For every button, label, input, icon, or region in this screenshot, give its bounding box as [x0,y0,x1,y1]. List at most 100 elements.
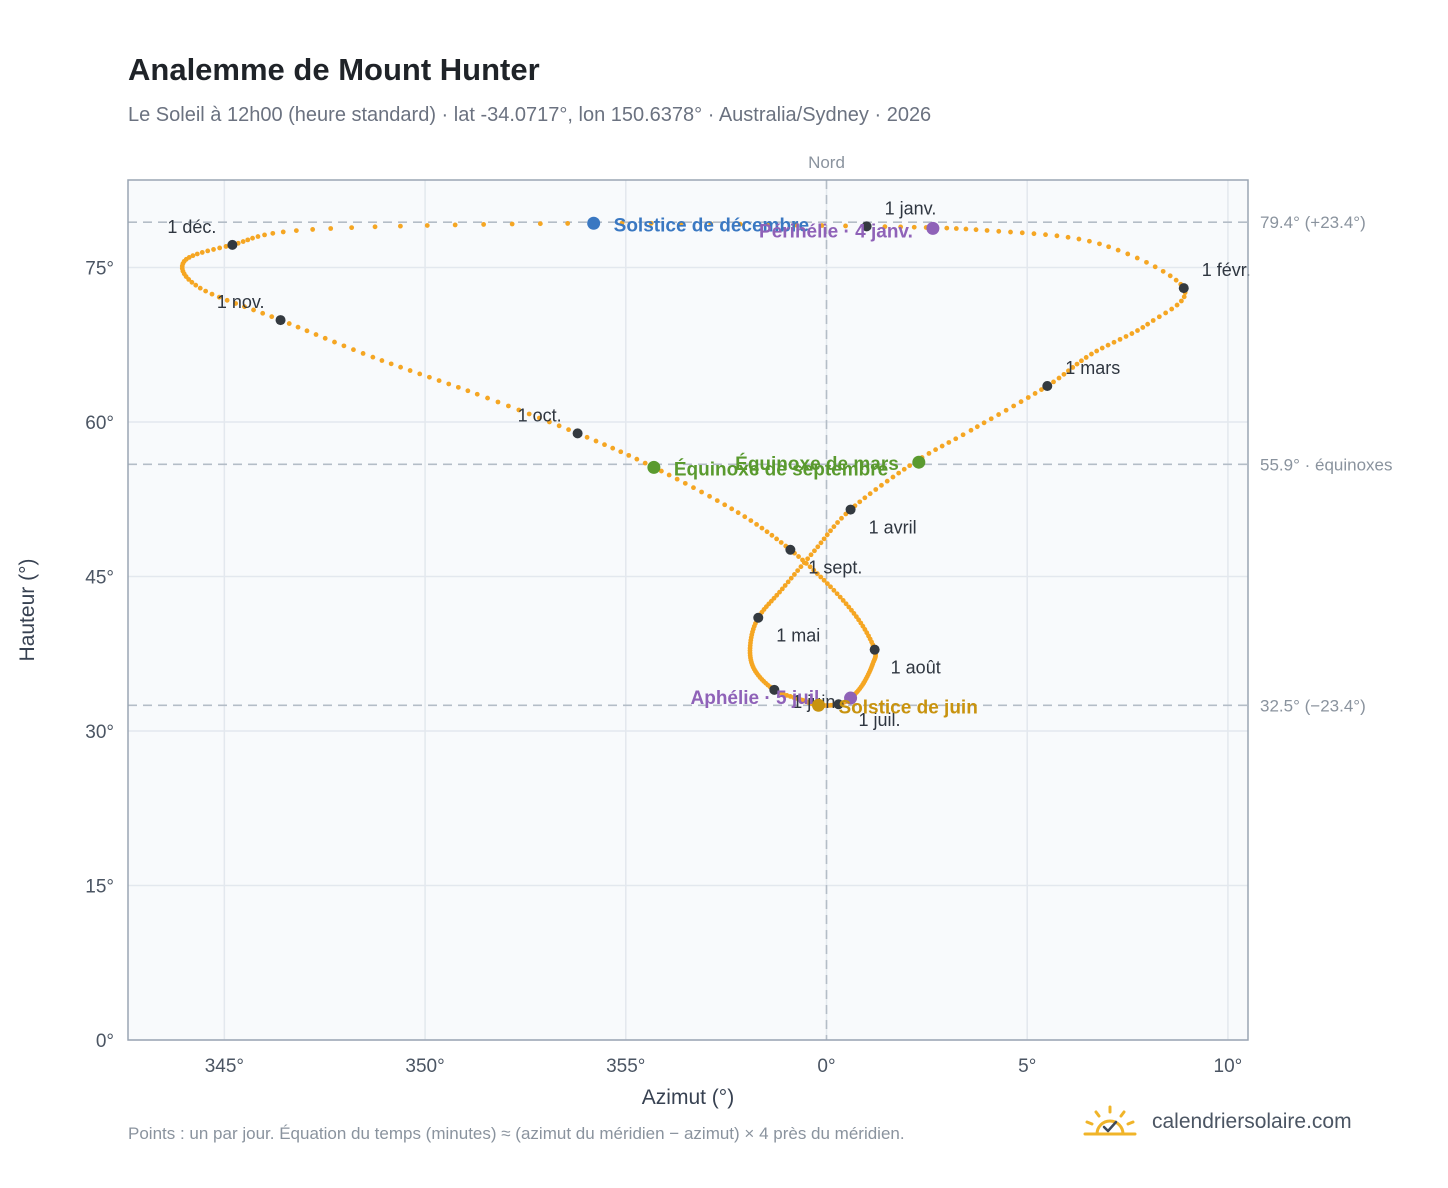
day-point [867,491,873,497]
day-point [1099,345,1105,351]
month-marker-label: 1 août [891,658,941,678]
day-point [818,574,824,580]
event-marker [912,455,926,469]
day-point [1003,407,1009,413]
day-point [722,502,728,508]
day-point [729,506,735,512]
footnote: Points : un par jour. Équation du temps … [128,1124,905,1143]
day-point [1032,391,1038,396]
day-point [831,587,837,593]
day-point [812,548,817,554]
day-point [260,310,266,316]
day-point [203,288,209,294]
day-point [593,438,599,444]
day-point [1140,325,1146,330]
day-point [465,388,471,394]
event-label: Solstice de décembre [614,215,809,236]
day-point [509,221,515,227]
day-point [834,591,840,597]
month-marker [869,644,880,655]
meridian-line: Nord [808,153,845,1040]
day-point [796,554,801,559]
day-point [566,427,571,433]
x-tick-label: 5° [1018,1056,1036,1077]
brand-name: calendriersolaire.com [1152,1110,1352,1133]
day-point [341,343,347,349]
day-point [205,248,211,254]
day-point [398,223,403,229]
day-point [197,285,203,291]
day-point [537,221,543,227]
day-point [584,434,590,440]
day-point [426,374,432,380]
month-marker [227,239,238,250]
day-point [1056,375,1062,381]
event-label: Aphélie · 5 juil. [691,688,825,709]
day-point [1089,351,1094,357]
month-marker-label: 1 déc. [167,217,216,237]
day-point [1018,399,1024,405]
day-point [815,544,821,550]
day-point [933,447,938,453]
month-marker [1042,380,1053,391]
day-point [1008,229,1013,235]
day-point [424,223,430,228]
day-point [742,514,748,520]
day-point [748,518,754,524]
x-axis-label: Azimut (°) [642,1086,734,1109]
day-point [452,222,458,228]
day-point [250,235,255,241]
day-point [255,234,261,239]
day-point [1181,294,1187,300]
meridian-label: Nord [808,153,845,172]
month-marker-label: 1 oct. [518,405,562,425]
day-point [1160,268,1166,274]
day-point [240,239,246,244]
month-marker-label: 1 mars [1065,358,1120,378]
day-point [634,456,640,462]
day-point [808,552,814,558]
day-point [777,589,782,595]
month-marker [1178,283,1189,294]
day-point [974,424,980,430]
day-point [223,244,229,249]
day-point [1129,331,1135,336]
day-point [1074,361,1080,367]
day-point [648,220,654,226]
y-axis-label: Hauteur (°) [16,559,39,662]
day-point [262,232,267,238]
day-point [286,321,292,326]
day-point [1106,244,1112,250]
month-marker-label: 1 juil. [859,710,901,730]
day-point [251,307,256,313]
event-marker [926,221,940,235]
day-point [873,487,879,492]
day-point [884,478,890,484]
day-point [280,229,286,235]
day-point [939,443,945,449]
plot-frame [127,179,1249,1041]
day-point [481,222,487,227]
day-point [821,577,827,583]
page-title: Analemme de Mount Hunter [128,52,540,87]
day-point [565,221,571,226]
day-point [1123,334,1129,339]
x-tick-label: 355° [606,1056,645,1077]
day-point [926,451,932,456]
day-point [944,225,950,231]
day-point [699,489,704,495]
brand[interactable]: calendriersolaire.com [1082,1100,1352,1144]
day-point [556,423,562,429]
x-tick-label: 350° [405,1056,444,1077]
day-point [536,415,542,421]
day-point [821,536,827,542]
day-point [642,460,648,466]
day-point [190,253,196,259]
day-point [186,254,192,260]
day-point [828,584,833,590]
day-point [911,224,917,230]
day-point [516,407,522,413]
day-point [1135,328,1140,333]
day-point [351,347,356,353]
